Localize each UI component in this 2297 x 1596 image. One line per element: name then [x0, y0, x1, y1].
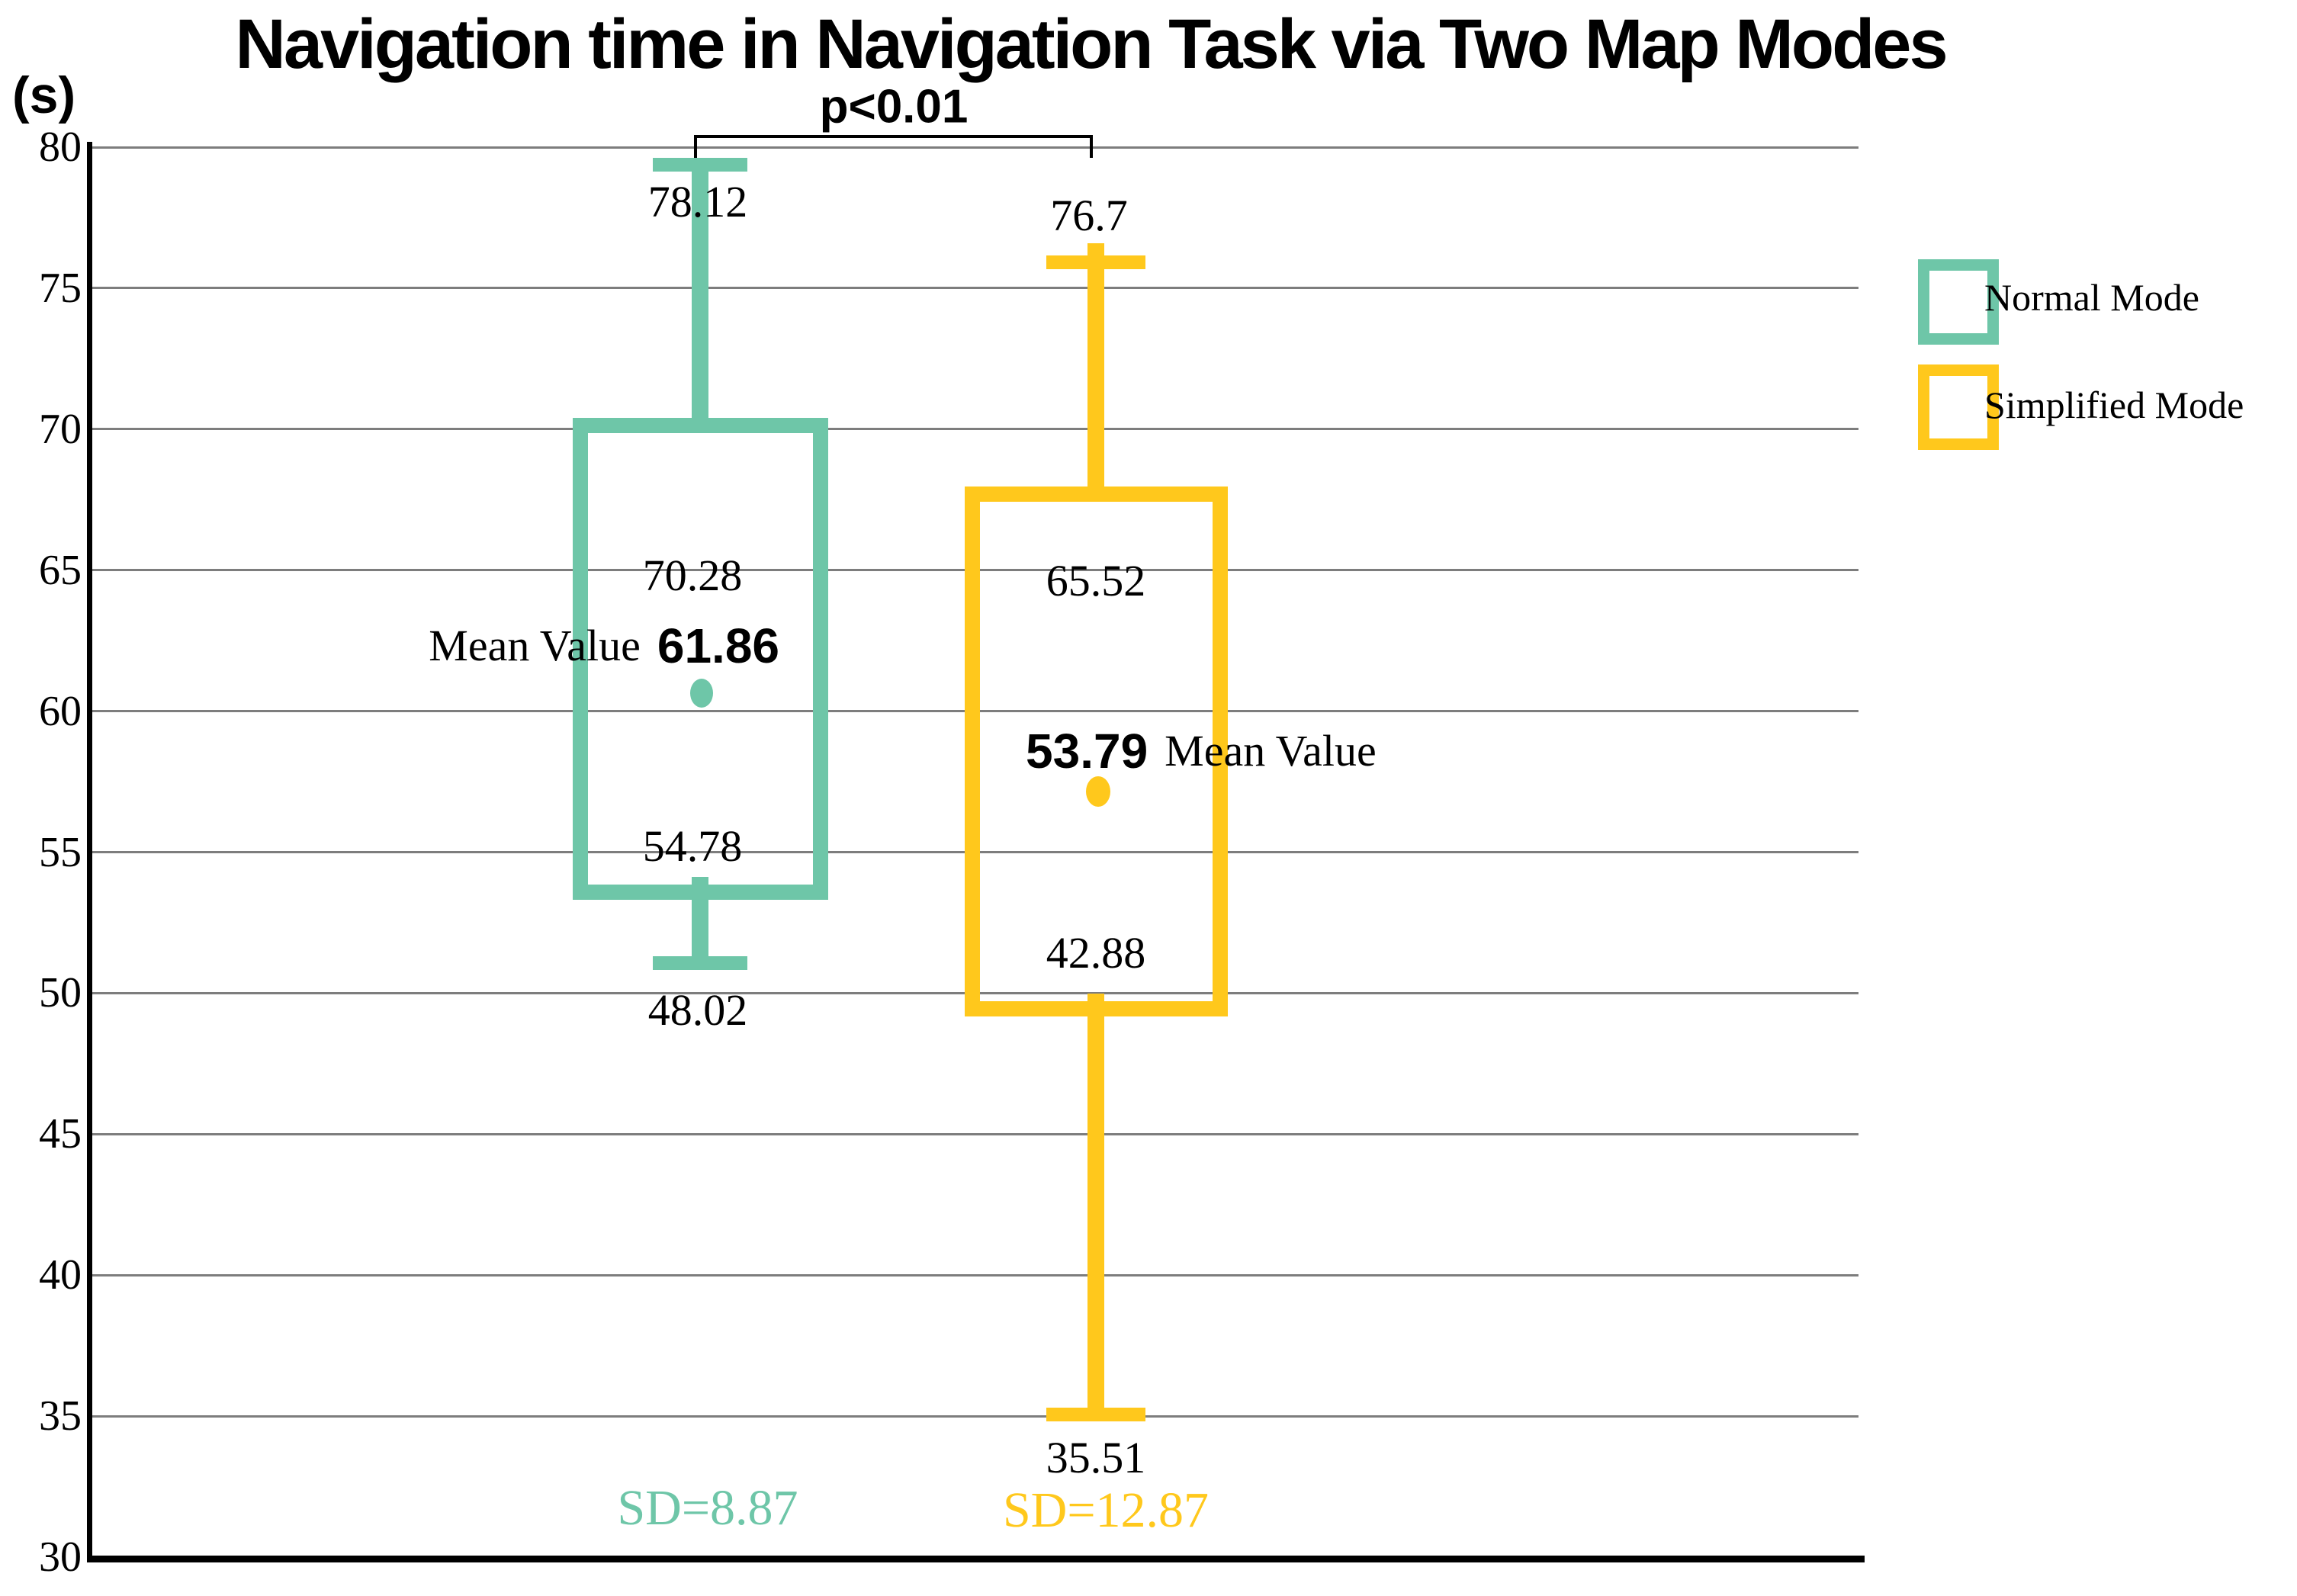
y-tick-label-65: 65 [39, 546, 82, 594]
simplified-mode-mean-value: 53.79 [1026, 724, 1148, 779]
y-tick-label-80: 80 [39, 124, 82, 171]
gridline-75 [87, 287, 1858, 290]
y-tick-label-60: 60 [39, 687, 82, 735]
legend-label-normal-mode: Normal Mode [1984, 276, 2199, 319]
y-axis-unit-label: (s) [12, 66, 76, 124]
legend-label-simplified-mode: Simplified Mode [1984, 384, 2244, 426]
legend-swatch-simplified-mode [1918, 364, 1999, 450]
normal-mode-sd-label: SD=8.87 [617, 1480, 798, 1536]
chart-title: Navigation time in Navigation Task via T… [235, 5, 1948, 83]
normal-mode-mean-caption: Mean Value [429, 621, 641, 670]
gridline-35 [87, 1415, 1858, 1418]
normal-mode-top-cap [653, 158, 747, 172]
normal-mode-whisker_max-label: 78.12 [647, 177, 748, 226]
simplified-mode-mean-dot [1086, 776, 1110, 807]
simplified-mode-top-whisker [1087, 243, 1104, 494]
normal-mode-bottom-cap [653, 956, 747, 970]
y-tick-label-75: 75 [39, 264, 82, 312]
y-tick-label-70: 70 [39, 405, 82, 453]
legend-swatch-normal-mode [1918, 259, 1999, 345]
simplified-mode-bottom-cap [1046, 1408, 1145, 1421]
gridline-70 [87, 428, 1858, 431]
y-tick-label-50: 50 [39, 969, 82, 1017]
normal-mode-mean-dot [690, 679, 713, 708]
y-tick-label-40: 40 [39, 1251, 82, 1299]
y-tick-label-55: 55 [39, 828, 82, 876]
simplified-mode-top-cap [1046, 255, 1145, 269]
significance-bracket-left-tick [694, 135, 697, 158]
x-axis-line [87, 1556, 1865, 1562]
normal-mode-whisker_min-label: 48.02 [647, 985, 748, 1035]
gridline-80 [87, 146, 1858, 149]
normal-mode-mean-value: 61.86 [657, 618, 779, 673]
normal-mode-top-whisker [692, 158, 708, 425]
simplified-mode-mean-caption: Mean Value [1165, 726, 1377, 776]
y-tick-label-45: 45 [39, 1110, 82, 1158]
simplified-mode-q1-label: 42.88 [1046, 928, 1146, 978]
y-tick-label-35: 35 [39, 1392, 82, 1440]
simplified-mode-box [965, 487, 1228, 1016]
normal-mode-bottom-whisker [692, 877, 708, 970]
normal-mode-q1-label: 54.78 [642, 821, 743, 871]
y-tick-label-30: 30 [39, 1533, 82, 1581]
significance-bracket-top [694, 135, 1093, 138]
simplified-mode-sd-label: SD=12.87 [1002, 1482, 1210, 1538]
significance-label: p<0.01 [819, 80, 969, 133]
significance-bracket-right-tick [1090, 135, 1093, 158]
simplified-mode-mean-row: 53.79 Mean Value [1026, 727, 1377, 776]
simplified-mode-whisker_min-label: 35.51 [1046, 1433, 1146, 1482]
gridline-45 [87, 1132, 1858, 1135]
gridline-40 [87, 1273, 1858, 1276]
y-axis-line [87, 142, 92, 1562]
normal-mode-mean-row: Mean Value 61.86 [429, 621, 779, 670]
normal-mode-q3-label: 70.28 [642, 551, 743, 600]
simplified-mode-whisker_max-label: 76.7 [1050, 191, 1128, 240]
simplified-mode-q3-label: 65.52 [1046, 556, 1146, 605]
simplified-mode-bottom-whisker [1087, 994, 1104, 1421]
